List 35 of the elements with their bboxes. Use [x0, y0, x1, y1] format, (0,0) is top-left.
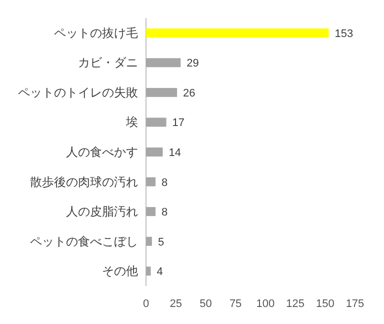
y-tick-label: カビ・ダニ: [78, 56, 138, 70]
bar: [146, 266, 151, 276]
bar: [146, 88, 178, 97]
bar: [146, 118, 166, 127]
x-tick-label: 0: [142, 298, 150, 310]
data-label: 14: [168, 147, 181, 159]
bar: [146, 207, 156, 216]
data-label: 29: [186, 58, 199, 70]
data-label: 26: [183, 87, 196, 100]
y-tick-label: 埃: [125, 115, 138, 130]
x-tick-label: 125: [286, 298, 304, 310]
data-label: 8: [162, 206, 168, 219]
y-tick-label: ペットのトイレの失敗: [18, 85, 138, 100]
y-tick-label: 散歩後の肉球の汚れ: [30, 174, 138, 189]
bar: [146, 236, 152, 246]
y-tick-label: ペットの抜け毛: [54, 26, 138, 40]
x-tick-label: 100: [256, 298, 275, 310]
y-tick-label: 人の皮脂汚れ: [66, 204, 138, 219]
y-tick-label: その他: [102, 264, 138, 278]
x-tick-label: 25: [170, 298, 182, 310]
data-label: 153: [334, 28, 354, 40]
data-label: 5: [158, 236, 164, 248]
bar: [146, 58, 181, 68]
y-tick-label: 人の食べかす: [66, 145, 138, 159]
data-label: 8: [162, 176, 168, 189]
bar: [146, 148, 163, 156]
x-tick-label: 175: [346, 298, 364, 310]
bar: [146, 28, 329, 38]
bar: [146, 177, 156, 186]
x-tick-label: 75: [229, 298, 242, 310]
data-label: 4: [156, 266, 163, 278]
data-label: 17: [172, 117, 185, 130]
y-tick-label: ペットの食べこぼし: [30, 234, 138, 248]
x-tick-label: 150: [316, 298, 334, 310]
x-tick-label: 50: [200, 298, 212, 310]
